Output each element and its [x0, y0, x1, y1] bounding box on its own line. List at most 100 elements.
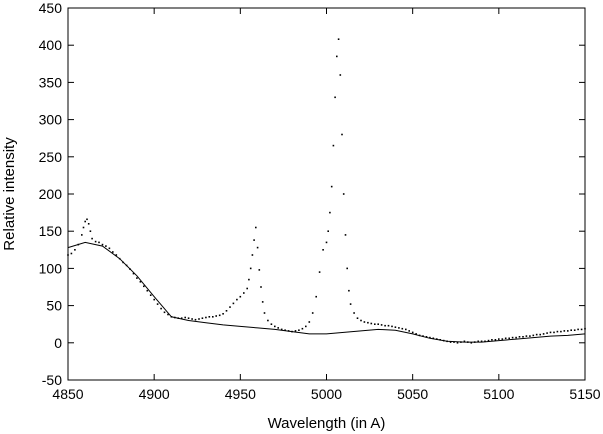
y-tick-label: 450	[39, 0, 63, 16]
data-point	[94, 240, 97, 243]
data-point	[160, 307, 162, 310]
data-point	[101, 243, 104, 246]
data-point	[546, 332, 548, 334]
data-point	[330, 185, 333, 188]
data-point	[360, 319, 362, 322]
data-point	[258, 269, 261, 271]
data-point	[86, 218, 88, 221]
data-point	[429, 336, 431, 339]
data-point	[332, 144, 335, 147]
y-tick-label: 400	[39, 37, 63, 53]
y-tick-label: 0	[54, 335, 62, 351]
data-point	[112, 251, 114, 253]
data-point	[484, 340, 486, 343]
data-point	[470, 342, 473, 344]
data-point	[367, 321, 369, 324]
y-tick-label: 300	[39, 112, 63, 128]
data-point	[341, 133, 343, 136]
data-point	[398, 327, 400, 329]
data-point	[180, 317, 183, 319]
data-point	[349, 303, 352, 305]
data-point	[334, 96, 336, 99]
data-point	[339, 74, 342, 76]
data-point	[570, 329, 572, 331]
data-point	[91, 237, 93, 240]
data-point	[108, 247, 111, 250]
data-point	[89, 230, 92, 232]
data-point	[518, 336, 521, 338]
data-point	[535, 333, 538, 336]
data-point	[132, 272, 135, 275]
data-point	[251, 254, 254, 256]
axis-labels: Wavelength (in A) Relative intensity	[1, 137, 385, 432]
data-point	[229, 306, 231, 308]
y-tick-label: 200	[39, 186, 63, 202]
data-point	[246, 287, 248, 290]
x-tick-label: 5100	[483, 386, 514, 402]
data-point	[274, 325, 276, 328]
data-point	[463, 340, 466, 343]
data-point	[105, 245, 107, 247]
data-point	[363, 321, 366, 323]
data-point	[425, 336, 428, 338]
data-point	[580, 328, 583, 331]
y-tick-label: 100	[39, 260, 63, 276]
data-point	[215, 315, 217, 317]
data-point	[225, 310, 228, 312]
data-point	[260, 286, 262, 288]
data-point	[139, 281, 142, 283]
data-point	[498, 338, 500, 340]
data-point	[208, 316, 211, 318]
data-point	[405, 328, 407, 331]
data-point	[146, 289, 149, 292]
continuum-line	[67, 241, 586, 343]
data-point	[348, 289, 350, 292]
data-point	[480, 340, 483, 343]
data-point	[560, 330, 562, 333]
data-point	[149, 294, 152, 296]
data-point	[522, 336, 524, 338]
plot-area	[67, 38, 586, 344]
data-point	[311, 312, 314, 314]
data-point	[87, 223, 90, 225]
data-point	[256, 246, 259, 249]
data-point	[255, 226, 257, 229]
x-tick-label: 4900	[139, 386, 170, 402]
data-point	[201, 317, 204, 319]
data-point	[318, 271, 321, 273]
y-tick-label: 350	[39, 74, 63, 90]
data-point	[153, 298, 155, 301]
data-point	[248, 278, 250, 281]
data-point	[84, 220, 86, 223]
data-point	[394, 326, 397, 328]
data-point	[344, 234, 347, 236]
data-point	[270, 323, 273, 325]
data-point	[315, 295, 317, 298]
y-tick-label: 250	[39, 149, 63, 165]
data-point	[549, 331, 552, 334]
data-point	[508, 337, 510, 340]
data-point	[263, 312, 266, 314]
data-point	[191, 318, 193, 320]
data-point	[249, 267, 252, 270]
y-tick-label: 150	[39, 223, 63, 239]
data-point	[380, 324, 383, 326]
data-point	[529, 335, 531, 337]
data-point	[212, 316, 214, 318]
data-point	[353, 312, 355, 314]
data-point	[187, 317, 190, 319]
data-point	[98, 241, 100, 244]
data-point	[432, 337, 435, 340]
data-point	[222, 313, 224, 315]
ticks: 4850 4900 4950 5000 5050 5100 5150 -50 0 50 100 150…	[39, 0, 601, 402]
data-point	[327, 230, 329, 232]
data-point	[298, 329, 300, 331]
data-point	[82, 226, 85, 229]
data-point	[487, 339, 490, 342]
data-point	[308, 321, 311, 323]
data-point	[236, 298, 238, 301]
data-point	[284, 329, 286, 331]
data-point	[563, 330, 566, 332]
